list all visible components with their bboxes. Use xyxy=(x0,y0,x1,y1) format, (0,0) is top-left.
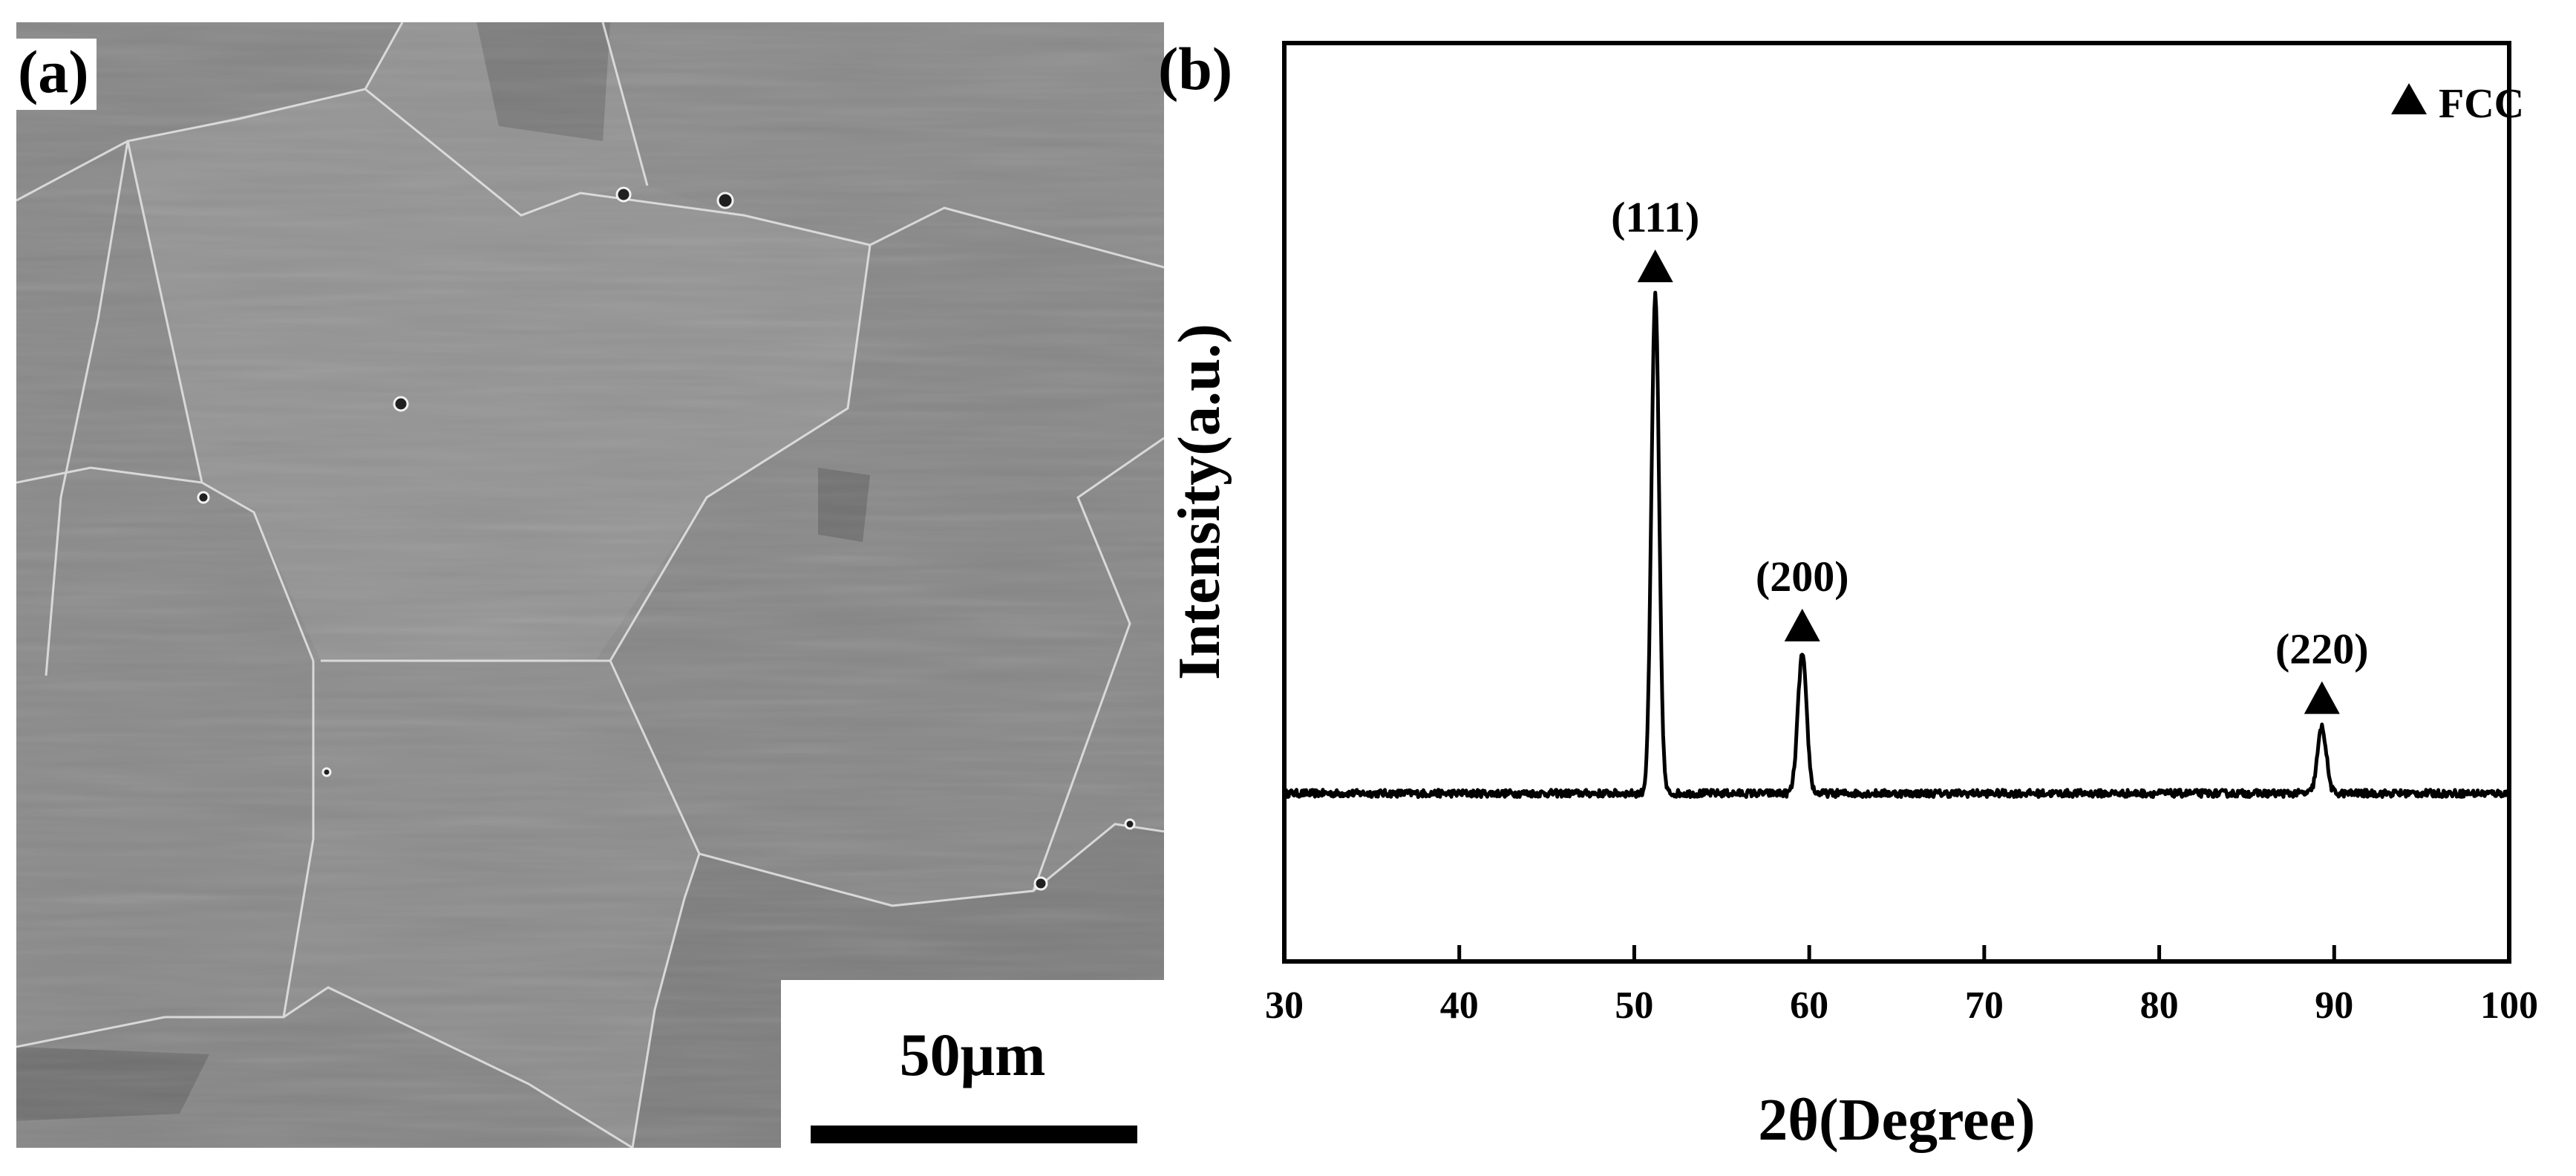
xrd-chart: 30 40 50 60 70 80 90 100 (111) (200) (220) FCC 2θ… xyxy=(1167,41,2538,1153)
panel-label-b: (b) xyxy=(1158,35,1233,102)
plot-frame xyxy=(1282,41,2511,964)
x-tick-label-30: 30 xyxy=(1265,984,1304,1027)
x-tick-label-40: 40 xyxy=(1440,984,1479,1027)
x-tick-label-70: 70 xyxy=(1965,984,2004,1027)
panel-label-a: (a) xyxy=(13,39,97,110)
x-axis-title: 2θ(Degree) xyxy=(1758,1088,2035,1153)
sem-micrograph-image xyxy=(16,22,1164,1148)
x-tick-label-50: 50 xyxy=(1615,984,1653,1027)
peak-label: (111) xyxy=(1611,193,1699,241)
legend: FCC xyxy=(2391,81,2524,127)
scale-bar-box: 50μm xyxy=(781,980,1164,1148)
x-axis-tick-labels: 30 40 50 60 70 80 90 100 xyxy=(1265,984,2538,1027)
peak-marker-triangle-icon xyxy=(2304,681,2340,714)
plot-area xyxy=(1282,41,2511,964)
xrd-pattern-line xyxy=(1282,290,2511,800)
peak-label: (200) xyxy=(1756,552,1849,601)
x-tick-label-90: 90 xyxy=(2315,984,2353,1027)
x-tick-label-100: 100 xyxy=(2480,984,2538,1027)
peak-marker-triangle-icon xyxy=(1637,249,1673,283)
scale-bar-label: 50μm xyxy=(899,1021,1046,1088)
peak-label: (220) xyxy=(2275,625,2369,673)
x-tick-label-80: 80 xyxy=(2140,984,2179,1027)
sem-micrograph: 50μm xyxy=(16,22,1164,1148)
y-axis-title: Intensity(a.u.) xyxy=(1167,324,1232,680)
legend-label-fcc: FCC xyxy=(2439,81,2524,127)
peak-marker-triangle-icon xyxy=(1784,608,1820,641)
peak-annotations: (111) (200) (220) xyxy=(1611,193,2369,714)
scale-bar xyxy=(811,1126,1137,1143)
legend-triangle-icon xyxy=(2391,83,2427,114)
x-tick-label-60: 60 xyxy=(1790,984,1828,1027)
x-axis-ticks xyxy=(1282,945,2511,961)
